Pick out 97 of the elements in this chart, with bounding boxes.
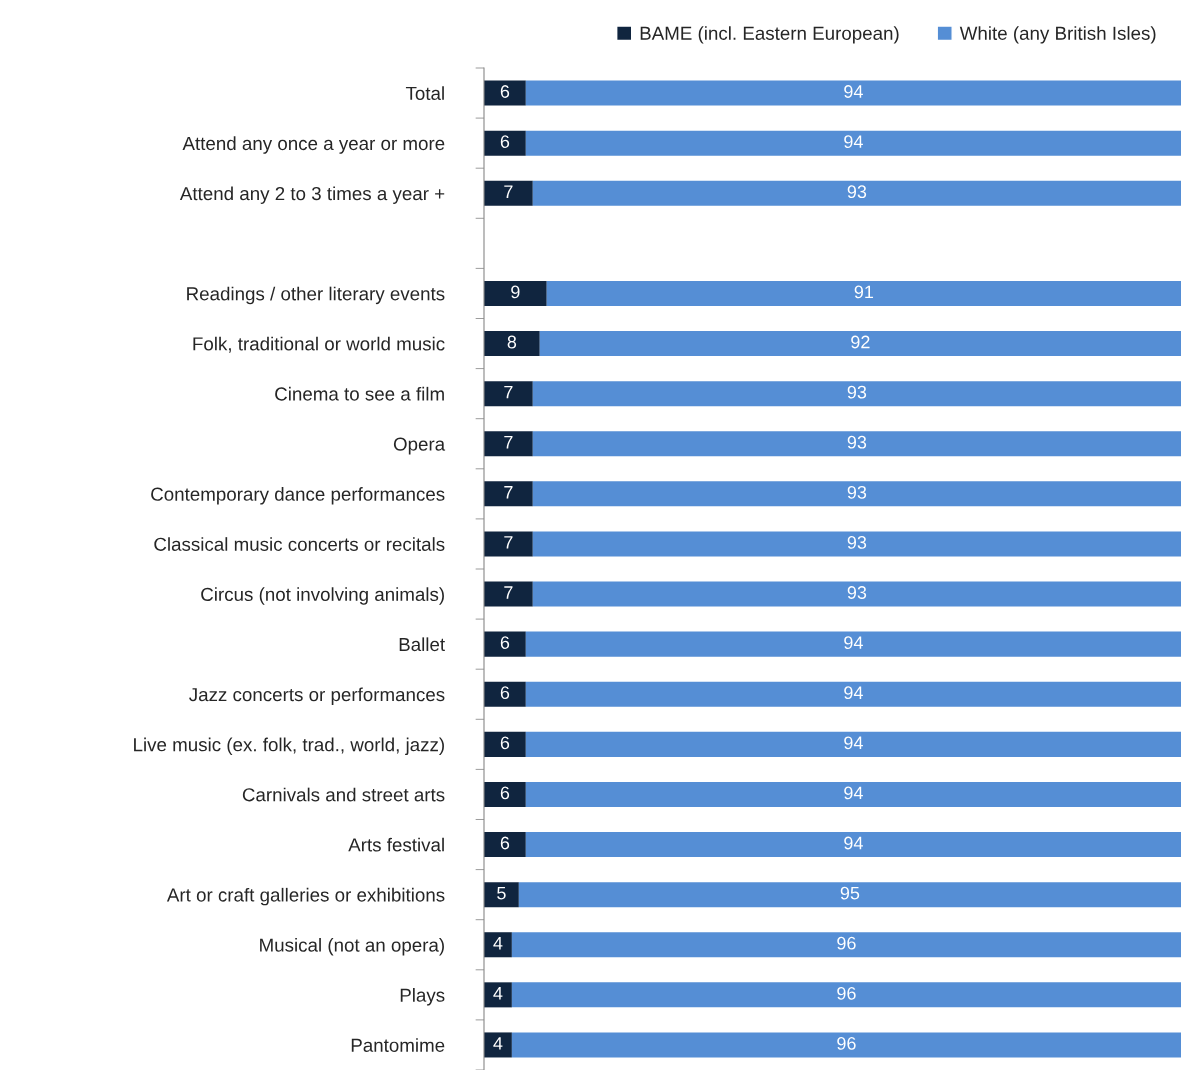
data-label: 94 [844, 636, 863, 649]
data-label: 94 [844, 686, 863, 700]
data-label: 96 [837, 1037, 856, 1050]
bar [484, 781, 526, 807]
bar [484, 280, 547, 306]
y-tick-label: Circus (not involving animals) [201, 587, 444, 605]
data-label: 93 [847, 435, 867, 449]
legend-label: White (any British Isles) [959, 26, 1156, 44]
bar [525, 130, 1181, 156]
data-label: 4 [493, 1037, 503, 1050]
y-tick-label: Attend any 2 to 3 times a year + [179, 186, 445, 204]
bar [484, 331, 540, 357]
bar [532, 581, 1181, 607]
legend-label: BAME (incl. Eastern European) [640, 26, 899, 44]
bar [525, 731, 1181, 757]
bar [484, 882, 519, 908]
y-tick-label: Contemporary dance performances [151, 487, 445, 505]
data-label: 96 [837, 986, 856, 1000]
bar [484, 731, 526, 757]
data-label: 92 [851, 335, 870, 349]
data-label: 6 [500, 736, 510, 750]
y-tick-label: Art or craft galleries or exhibitions [166, 887, 445, 906]
y-tick-label: Jazz concerts or performances [189, 687, 445, 705]
bar [532, 180, 1181, 206]
bar [511, 1032, 1181, 1058]
data-label: 93 [847, 385, 867, 399]
bar [525, 832, 1181, 858]
y-tick-label: Opera [393, 437, 446, 455]
bar [484, 431, 533, 457]
data-label: 7 [504, 436, 513, 449]
bar [532, 381, 1181, 407]
data-label: 96 [837, 936, 856, 950]
bar [484, 481, 533, 507]
bar [484, 130, 526, 156]
data-label: 6 [500, 686, 510, 700]
bar [525, 631, 1181, 657]
y-tick-label: Arts festival [348, 837, 444, 852]
data-label: 7 [504, 385, 513, 399]
data-label: 9 [511, 285, 520, 299]
y-tick-label: Readings / other literary events [187, 286, 445, 305]
data-label: 94 [844, 786, 863, 800]
bar [484, 832, 526, 858]
bar [525, 681, 1181, 707]
bar [532, 481, 1181, 507]
data-label: 94 [844, 85, 863, 98]
data-label: 6 [500, 135, 510, 148]
data-label: 6 [500, 636, 510, 649]
data-label: 7 [504, 486, 513, 499]
data-label: 8 [507, 335, 517, 349]
data-label: 4 [493, 987, 503, 1000]
data-label: 7 [504, 586, 513, 599]
data-label: 5 [497, 886, 506, 900]
data-label: 93 [847, 536, 867, 549]
bar [546, 280, 1181, 306]
data-label: 6 [500, 836, 510, 850]
bar [518, 882, 1181, 908]
bar [525, 781, 1181, 807]
bar [484, 381, 533, 407]
y-tick-label: Total [405, 86, 444, 101]
bar [484, 180, 533, 206]
bar [484, 932, 512, 958]
data-label: 6 [500, 85, 510, 98]
bar [484, 581, 533, 607]
data-label: 4 [493, 937, 503, 950]
y-tick-label: Cinema to see a film [275, 386, 444, 401]
bar [532, 531, 1181, 557]
bar [484, 982, 512, 1008]
bar [539, 331, 1181, 357]
bar [525, 80, 1181, 106]
data-label: 93 [847, 185, 867, 199]
data-label: 6 [500, 786, 510, 800]
data-label: 7 [504, 185, 513, 198]
y-tick-label: Attend any once a year or more [182, 136, 445, 154]
data-label: 95 [840, 886, 860, 900]
bar [484, 1032, 512, 1058]
y-tick-label: Folk, traditional or world music [193, 336, 445, 353]
data-label: 93 [847, 485, 867, 499]
bar [484, 531, 533, 557]
data-label: 93 [847, 586, 867, 599]
y-tick-label: Live music (ex. folk, trad., world, jazz) [134, 737, 444, 756]
bar [511, 982, 1181, 1008]
y-tick-label: Carnivals and street arts [242, 787, 445, 802]
bar [484, 80, 526, 106]
data-label: 94 [844, 135, 863, 148]
y-tick-label: Musical (not an opera) [260, 937, 444, 956]
bar [484, 631, 526, 657]
data-label: 94 [844, 836, 863, 850]
y-tick-label: Ballet [399, 637, 445, 652]
data-label: 94 [844, 736, 863, 750]
y-tick-label: Plays [400, 988, 445, 1006]
data-label: 7 [504, 536, 513, 549]
data-label: 91 [854, 285, 874, 299]
bar [511, 932, 1181, 958]
bar [484, 681, 526, 707]
bar [532, 431, 1181, 457]
y-tick-label: Classical music concerts or recitals [154, 537, 445, 551]
y-tick-label: Pantomime [351, 1038, 445, 1052]
